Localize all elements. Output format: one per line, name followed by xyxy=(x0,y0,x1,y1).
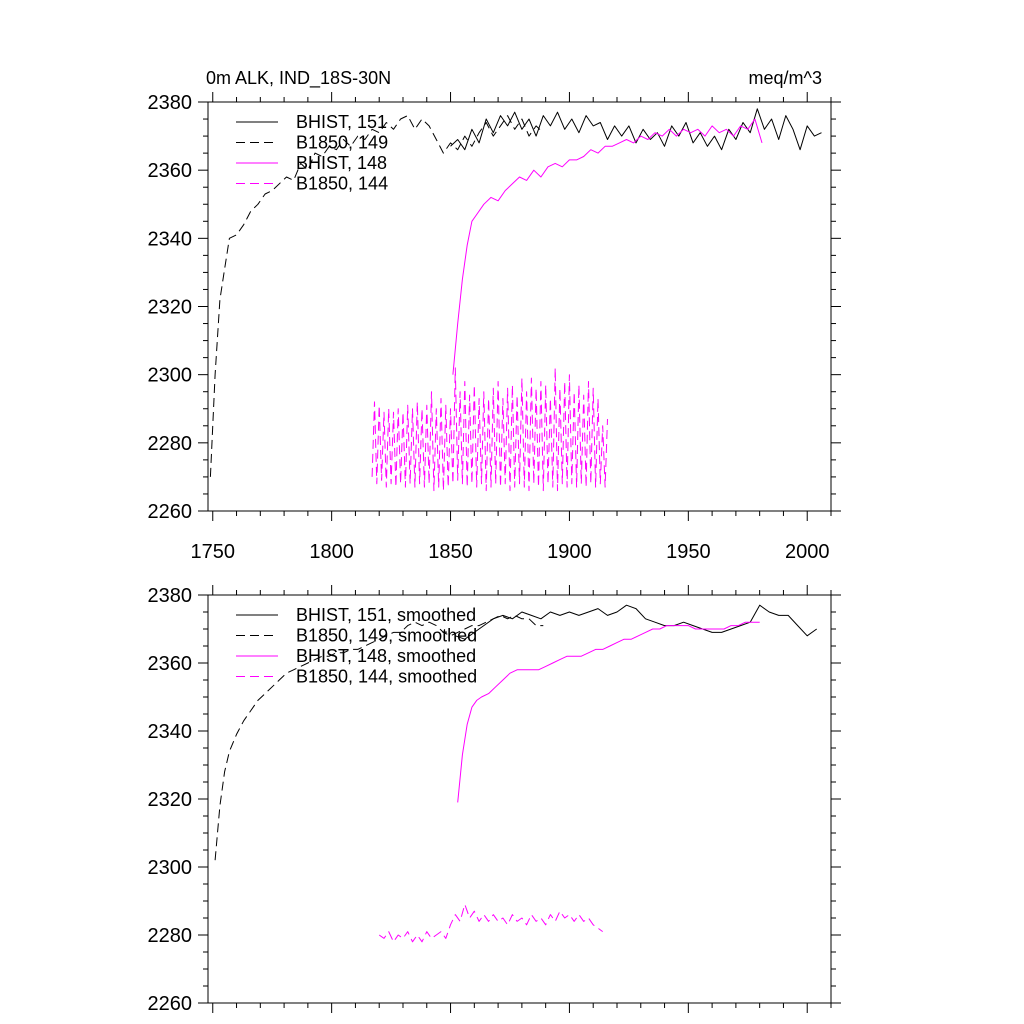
y-tick-label: 2280 xyxy=(148,433,193,455)
legend-label-2: BHIST, 148, smoothed xyxy=(296,646,476,666)
legend-label-2: BHIST, 148 xyxy=(296,153,387,173)
y-tick-label: 2300 xyxy=(148,857,193,879)
top-panel: 0m ALK, IND_18S-30N meq/m^3 2260 2280 2300… xyxy=(148,68,841,563)
bottom-panel: 2260 2280 2300 2320 2340 2360 2380 BHIST, 151, … xyxy=(148,585,841,1015)
legend-label-0: BHIST, 151 xyxy=(296,112,387,132)
legend-label-3: B1850, 144, smoothed xyxy=(296,667,477,687)
series-line-2 xyxy=(452,118,763,375)
legend-label-1: B1850, 149 xyxy=(296,133,388,153)
y-tick-label: 2360 xyxy=(148,653,193,675)
y-tick-label: 2300 xyxy=(148,365,193,387)
x-tick-label: 1900 xyxy=(547,541,592,563)
y-tick-label: 2320 xyxy=(148,789,193,811)
y-tick-label: 2380 xyxy=(148,585,193,607)
y-tick-label: 2280 xyxy=(148,925,193,947)
series-line-0 xyxy=(450,108,822,151)
x-tick-label: 1850 xyxy=(428,541,473,563)
series-line-0 xyxy=(455,604,817,640)
y-tick-label: 2340 xyxy=(148,721,193,743)
series-line-1 xyxy=(209,115,544,477)
x-tick-label: 1950 xyxy=(666,541,711,563)
legend-label-3: B1850, 144 xyxy=(296,174,388,194)
y-tick-label: 2260 xyxy=(148,501,193,523)
panel-units: meq/m^3 xyxy=(749,68,822,88)
series-line-2 xyxy=(457,621,760,803)
series-line-3 xyxy=(378,903,603,943)
series-line-1 xyxy=(214,614,544,861)
y-tick-label: 2320 xyxy=(148,297,193,319)
series-group xyxy=(209,108,822,492)
legend-label-1: B1850, 149, smoothed xyxy=(296,626,477,646)
legend-label-0: BHIST, 151, smoothed xyxy=(296,605,476,625)
x-tick-label: 2000 xyxy=(785,541,830,563)
x-tick-label: 1800 xyxy=(309,541,354,563)
x-tick-label: 1750 xyxy=(191,541,236,563)
y-tick-label: 2340 xyxy=(148,228,193,250)
series-group xyxy=(214,604,817,943)
panel-title-left: 0m ALK, IND_18S-30N xyxy=(206,68,391,89)
y-tick-label: 2380 xyxy=(148,92,193,114)
y-tick-label: 2360 xyxy=(148,160,193,182)
series-line-3 xyxy=(371,367,608,492)
y-tick-label: 2260 xyxy=(148,993,193,1015)
